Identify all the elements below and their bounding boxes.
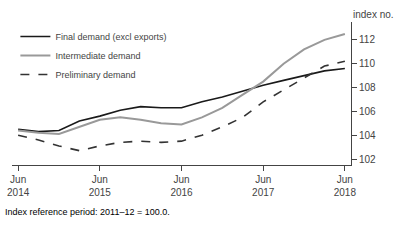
svg-text:Jun2014: Jun2014	[7, 174, 30, 198]
svg-text:104: 104	[359, 130, 376, 141]
svg-text:112: 112	[359, 34, 375, 45]
svg-text:Jun2017: Jun2017	[252, 174, 275, 198]
svg-text:Jun2015: Jun2015	[89, 174, 112, 198]
svg-text:Intermediate demand: Intermediate demand	[55, 51, 140, 61]
svg-text:Index reference period: 2011–1: Index reference period: 2011–12 = 100.0.	[5, 207, 170, 217]
svg-text:108: 108	[359, 82, 376, 93]
svg-text:Final demand (excl exports): Final demand (excl exports)	[55, 32, 166, 42]
svg-text:Jun2016: Jun2016	[170, 174, 193, 198]
svg-text:106: 106	[359, 106, 376, 117]
svg-text:Preliminary demand: Preliminary demand	[55, 70, 135, 80]
svg-text:102: 102	[359, 154, 376, 165]
svg-text:Jun2018: Jun2018	[334, 174, 357, 198]
svg-text:index no.: index no.	[353, 9, 394, 20]
svg-text:110: 110	[359, 58, 375, 69]
